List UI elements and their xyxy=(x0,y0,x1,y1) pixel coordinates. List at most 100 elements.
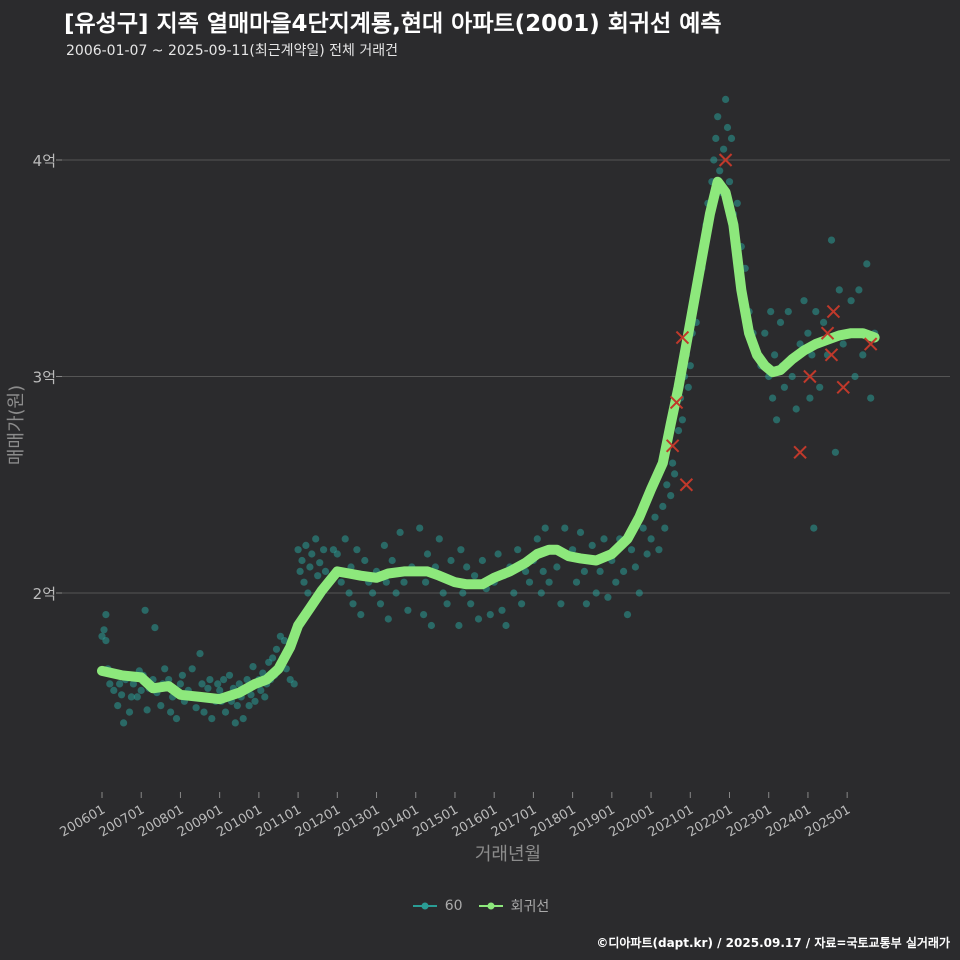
data-point xyxy=(647,535,655,543)
data-point xyxy=(221,708,230,716)
regression-line xyxy=(97,176,880,705)
data-point xyxy=(102,611,110,619)
data-point xyxy=(196,650,204,658)
data-point xyxy=(337,578,345,586)
data-point xyxy=(300,578,308,586)
data-point xyxy=(557,600,565,608)
data-point xyxy=(157,702,165,710)
data-point xyxy=(674,427,683,435)
data-point xyxy=(867,394,875,402)
data-point xyxy=(661,524,669,532)
grid-lines xyxy=(62,159,950,594)
data-point xyxy=(384,615,392,623)
data-point xyxy=(576,528,585,537)
data-point xyxy=(231,719,239,727)
cancelled-marker xyxy=(718,153,733,167)
data-point xyxy=(102,637,110,645)
data-point xyxy=(257,686,265,695)
data-point xyxy=(800,297,808,305)
data-point xyxy=(151,624,159,632)
cancelled-marker-stroke-b xyxy=(793,445,807,459)
data-point xyxy=(671,470,679,478)
data-point xyxy=(498,606,506,614)
data-point xyxy=(200,708,208,716)
data-point xyxy=(596,567,604,576)
data-point xyxy=(712,134,720,142)
cancelled-marker xyxy=(863,337,878,351)
data-point xyxy=(631,563,640,571)
data-point xyxy=(684,383,692,391)
data-point xyxy=(714,113,722,121)
data-point xyxy=(312,535,320,543)
data-point xyxy=(116,680,124,688)
data-point xyxy=(539,567,547,576)
data-point xyxy=(239,715,247,723)
data-point xyxy=(486,611,494,619)
data-point xyxy=(851,372,859,381)
data-point xyxy=(178,671,186,679)
cancelled-marker xyxy=(679,478,694,492)
data-point xyxy=(423,550,432,558)
data-point xyxy=(792,405,800,413)
data-point xyxy=(220,676,228,684)
cancelled-marker xyxy=(675,330,690,345)
data-point xyxy=(396,528,404,537)
cancelled-marker xyxy=(826,304,841,319)
data-point xyxy=(720,145,728,153)
data-point xyxy=(176,680,184,688)
data-point xyxy=(125,708,134,716)
x-tick-label-19: 202501 xyxy=(803,802,853,840)
data-point xyxy=(106,680,114,688)
cancelled-marker-stroke-b xyxy=(826,304,841,319)
data-point xyxy=(141,606,149,614)
data-point xyxy=(206,676,214,684)
y-axis-label: 매매가(원) xyxy=(6,385,27,465)
cancelled-marker-stroke-b xyxy=(836,380,850,395)
source-credit: ©디아파트(dapt.kr) / 2025.09.17 / 자료=국토교통부 실… xyxy=(596,936,950,950)
chart-subtitle: 2006-01-07 ~ 2025-09-11(최근계약일) 전체 거래건 xyxy=(66,43,398,59)
data-point xyxy=(514,546,522,554)
data-point xyxy=(725,178,734,186)
x-axis: 2006012007012008012009012010012011012012… xyxy=(58,792,853,840)
data-point xyxy=(420,611,428,619)
data-point xyxy=(478,556,486,565)
y-tick-label-1: 3억 xyxy=(33,369,56,387)
data-point xyxy=(533,535,541,543)
data-point xyxy=(435,535,443,543)
data-point xyxy=(361,556,369,565)
data-point xyxy=(561,524,569,532)
data-point xyxy=(804,329,812,337)
data-point xyxy=(427,621,435,630)
data-point xyxy=(369,589,377,597)
data-point xyxy=(321,567,330,576)
legend-label-regression: 회귀선 xyxy=(510,899,550,915)
data-point xyxy=(572,578,581,586)
data-point xyxy=(353,546,361,554)
data-point xyxy=(467,600,475,608)
data-point xyxy=(127,693,135,701)
data-point xyxy=(812,308,820,316)
data-point xyxy=(541,524,549,532)
data-point xyxy=(298,556,306,565)
data-point xyxy=(392,589,400,597)
legend-line-swatch xyxy=(478,902,503,910)
data-point xyxy=(806,394,814,402)
data-point xyxy=(659,502,667,510)
data-point xyxy=(651,513,659,521)
data-point xyxy=(810,524,818,532)
data-point xyxy=(272,645,281,653)
cancelled-marker xyxy=(793,445,807,459)
y-axis: 2억 3억 4억 xyxy=(33,152,62,603)
data-point xyxy=(208,715,216,723)
data-point xyxy=(669,459,677,467)
data-point xyxy=(510,589,518,597)
data-point xyxy=(243,676,251,684)
data-point xyxy=(382,578,390,586)
data-point xyxy=(416,524,424,532)
data-point xyxy=(443,600,451,608)
data-point xyxy=(776,318,785,326)
data-point xyxy=(188,665,196,673)
data-point xyxy=(349,600,357,608)
data-point xyxy=(623,611,632,619)
